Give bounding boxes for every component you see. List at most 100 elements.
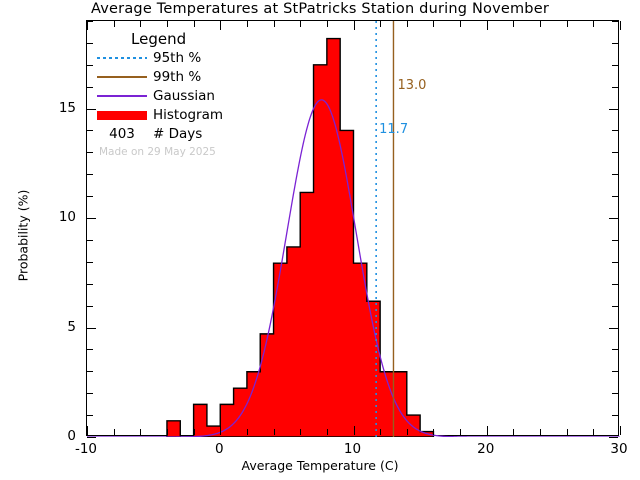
x-tick-top bbox=[593, 21, 595, 27]
y-tick-left bbox=[87, 437, 96, 438]
legend-entry-gaussian: Gaussian bbox=[97, 87, 312, 105]
x-tick-top bbox=[193, 21, 195, 27]
x-tick-top bbox=[513, 21, 515, 27]
x-tick-bottom bbox=[566, 429, 568, 435]
y-tick-left bbox=[87, 130, 93, 132]
y-tick-right bbox=[612, 393, 618, 395]
x-tick-bottom bbox=[246, 429, 248, 435]
x-tick-top bbox=[460, 21, 462, 27]
x-tick-bottom bbox=[513, 429, 515, 435]
x-tick-bottom bbox=[300, 429, 302, 435]
chart-title: Average Temperatures at StPatricks Stati… bbox=[91, 1, 549, 17]
legend-entry-label: 99th % bbox=[153, 69, 202, 85]
y-tick-left bbox=[87, 152, 93, 154]
y-tick-right bbox=[612, 174, 618, 176]
x-tick-top bbox=[220, 21, 222, 30]
gaussian-curve bbox=[87, 99, 620, 437]
y-tick-left bbox=[87, 327, 96, 329]
x-tick-bottom bbox=[353, 426, 355, 435]
y-tick-right bbox=[612, 239, 618, 241]
legend-entry-days: 403 # Days bbox=[97, 125, 312, 143]
x-tick-top bbox=[113, 21, 115, 27]
solid-line-key-icon bbox=[97, 71, 147, 83]
y-tick-right bbox=[612, 349, 618, 351]
y-tick-label: 5 bbox=[67, 318, 76, 335]
x-tick-top bbox=[566, 21, 568, 27]
x-tick-top bbox=[87, 21, 88, 30]
x-tick-top bbox=[353, 21, 355, 30]
y-tick-right bbox=[612, 415, 618, 417]
x-tick-bottom bbox=[540, 429, 542, 435]
x-tick-top bbox=[273, 21, 275, 27]
y-tick-right bbox=[612, 261, 618, 263]
y-tick-left bbox=[87, 218, 96, 220]
histogram-swatch-key-icon bbox=[97, 109, 147, 121]
y-tick-right bbox=[612, 130, 618, 132]
x-tick-label: 10 bbox=[343, 441, 362, 457]
plot-area bbox=[86, 20, 621, 438]
y-tick-right bbox=[609, 327, 618, 329]
y-tick-label: 15 bbox=[58, 99, 76, 116]
p99-value-label: 13.0 bbox=[397, 78, 427, 93]
x-tick-top bbox=[326, 21, 328, 27]
legend-title: Legend bbox=[131, 30, 187, 48]
x-tick-top bbox=[380, 21, 382, 27]
y-tick-right bbox=[609, 108, 618, 110]
y-tick-left bbox=[87, 305, 93, 307]
x-tick-bottom bbox=[220, 426, 222, 435]
legend-entry-95th: 95th % bbox=[97, 49, 312, 67]
y-tick-left bbox=[87, 174, 93, 176]
y-tick-left bbox=[87, 393, 93, 395]
gaussian-line-key-icon bbox=[97, 90, 147, 102]
x-tick-top bbox=[140, 21, 142, 27]
y-tick-left bbox=[87, 21, 93, 22]
x-tick-top bbox=[246, 21, 248, 27]
x-tick-top bbox=[166, 21, 168, 27]
y-tick-right bbox=[612, 152, 618, 154]
x-tick-bottom bbox=[140, 429, 142, 435]
y-tick-right bbox=[609, 218, 618, 220]
chart-svg bbox=[87, 21, 620, 437]
y-tick-left bbox=[87, 64, 93, 66]
y-tick-left bbox=[87, 86, 93, 88]
y-tick-left bbox=[87, 349, 93, 351]
x-tick-bottom bbox=[433, 429, 435, 435]
x-tick-bottom bbox=[593, 429, 595, 435]
legend-entry-label: Gaussian bbox=[153, 88, 215, 104]
p95-value-label: 11.7 bbox=[379, 122, 409, 137]
legend-entry-histogram: Histogram bbox=[97, 106, 312, 124]
y-tick-right bbox=[612, 305, 618, 307]
dotted-line-key-icon bbox=[97, 52, 147, 64]
y-tick-right bbox=[612, 86, 618, 88]
y-axis-title: Probability (%) bbox=[15, 189, 31, 282]
legend-entry-label: 95th % bbox=[153, 50, 202, 66]
y-tick-left bbox=[87, 108, 96, 110]
y-tick-left bbox=[87, 239, 93, 241]
x-tick-bottom bbox=[113, 429, 115, 435]
legend: Legend 95th % 99th % Gaussian Histogram … bbox=[97, 30, 312, 158]
y-tick-right bbox=[609, 437, 618, 438]
x-tick-top bbox=[300, 21, 302, 27]
x-tick-label: 0 bbox=[214, 441, 224, 457]
x-tick-bottom bbox=[326, 429, 328, 435]
days-count-label: # Days bbox=[153, 126, 203, 142]
x-tick-top bbox=[433, 21, 435, 27]
y-tick-right bbox=[612, 42, 618, 44]
y-tick-left bbox=[87, 261, 93, 263]
x-tick-bottom bbox=[87, 426, 88, 435]
x-tick-bottom bbox=[380, 429, 382, 435]
histogram-bars bbox=[166, 37, 435, 437]
y-tick-right bbox=[612, 283, 618, 285]
legend-entry-99th: 99th % bbox=[97, 68, 312, 86]
y-tick-right bbox=[612, 64, 618, 66]
x-tick-top bbox=[486, 21, 488, 30]
y-tick-left bbox=[87, 283, 93, 285]
x-tick-bottom bbox=[166, 429, 168, 435]
y-tick-label: 0 bbox=[67, 428, 76, 444]
x-tick-top bbox=[620, 21, 621, 30]
y-tick-right bbox=[612, 21, 618, 22]
y-tick-left bbox=[87, 196, 93, 198]
y-tick-left bbox=[87, 415, 93, 417]
x-tick-top bbox=[406, 21, 408, 27]
